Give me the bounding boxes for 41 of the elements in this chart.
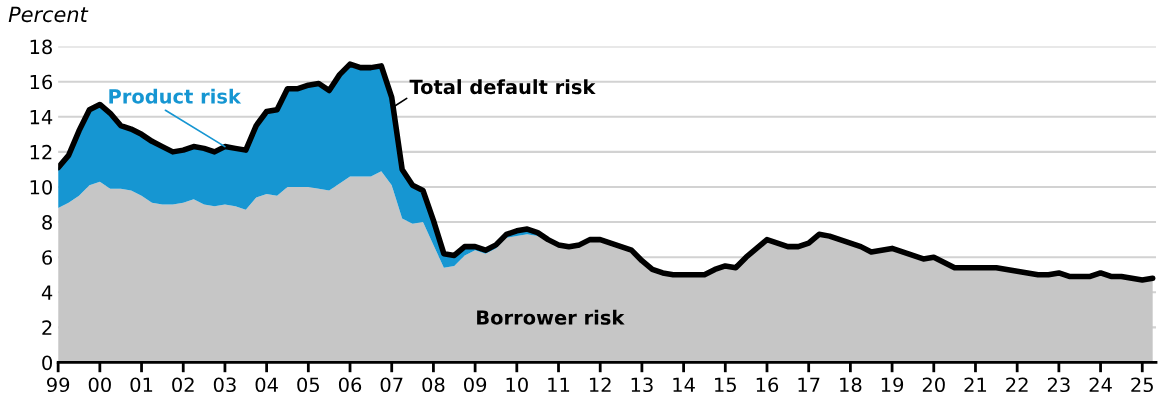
y-axis-title: Percent (8, 6, 89, 23)
x-tick-label: 09 (464, 377, 487, 393)
annotation: Total default risk (409, 79, 596, 95)
x-tick-label: 99 (47, 377, 70, 393)
y-tick-label: 4 (41, 285, 53, 300)
y-tick-label: 2 (42, 320, 52, 335)
y-tick-label: 12 (30, 144, 52, 160)
y-tick-label: 8 (42, 215, 52, 230)
x-tick-label: 13 (631, 377, 653, 393)
y-tick-label: 10 (30, 179, 52, 195)
y-tick-label: 0 (42, 355, 52, 371)
x-tick-label: 04 (255, 377, 278, 393)
x-tick-label: 10 (506, 377, 528, 393)
series-label: Product risk (109, 88, 242, 104)
x-tick-label: 22 (1006, 377, 1028, 392)
x-tick-label: 00 (88, 377, 111, 393)
x-tick-label: 14 (673, 377, 695, 392)
x-tick-label: 17 (798, 377, 820, 392)
x-tick-label: 05 (297, 377, 319, 393)
y-tick-label: 16 (30, 74, 53, 90)
x-tick-label: 24 (1089, 377, 1112, 392)
x-tick-label: 15 (715, 377, 736, 393)
x-tick-label: 03 (213, 377, 236, 393)
x-tick-label: 11 (548, 377, 570, 392)
y-tick-label: 6 (42, 250, 53, 265)
x-tick-label: 16 (756, 377, 779, 393)
x-tick-label: 01 (130, 377, 153, 393)
x-tick-label: 18 (840, 377, 862, 393)
x-tick-label: 02 (172, 377, 194, 393)
y-tick-label: 18 (30, 39, 52, 55)
x-tick-label: 08 (422, 377, 445, 393)
x-tick-label: 21 (964, 377, 987, 392)
y-tick-label: 14 (30, 109, 53, 125)
x-tick-label: 19 (881, 377, 904, 393)
x-tick-label: 12 (589, 377, 611, 392)
x-tick-label: 07 (380, 377, 403, 393)
x-tick-label: 06 (338, 377, 362, 393)
x-tick-label: 25 (1131, 377, 1153, 393)
x-tick-label: 23 (1047, 377, 1070, 393)
series-label: Borrower risk (477, 309, 625, 325)
x-tick-label: 20 (922, 377, 945, 393)
